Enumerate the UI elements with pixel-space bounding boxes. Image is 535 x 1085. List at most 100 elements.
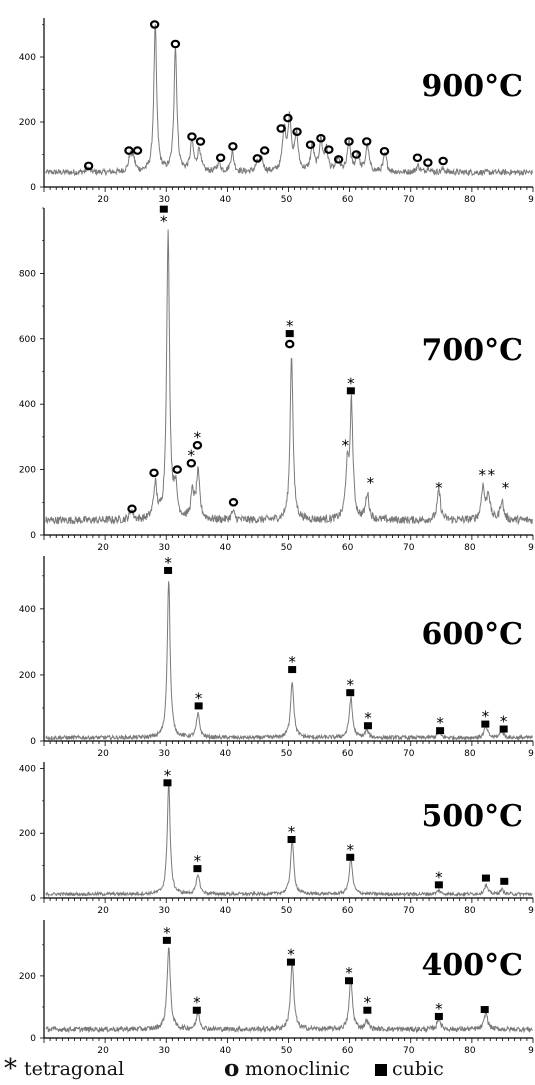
peak-marker: *	[163, 766, 172, 787]
x-tick-label: 40	[220, 195, 232, 205]
tetragonal-marker: *	[435, 868, 443, 886]
peak-marker: *	[285, 317, 295, 349]
tetragonal-marker: *	[367, 474, 375, 492]
peak-marker: *	[287, 823, 296, 843]
y-tick-label: 800	[19, 269, 36, 279]
panel-title: 500°C	[422, 799, 524, 834]
tetragonal-marker: *	[345, 964, 353, 982]
tetragonal-marker: *	[193, 994, 201, 1012]
peak-marker: *	[436, 714, 444, 735]
x-tick-label: 60	[342, 1046, 354, 1056]
panel-title: 400°C	[422, 948, 524, 983]
tetragonal-marker: *	[194, 852, 202, 870]
x-tick-label: 80	[464, 543, 476, 553]
cubic-marker	[481, 720, 490, 728]
monoclinic-marker	[228, 142, 238, 151]
x-tick-label: 20	[97, 543, 109, 553]
monoclinic-marker	[362, 137, 372, 146]
monoclinic-marker	[149, 468, 159, 478]
cubic-marker	[345, 977, 354, 985]
peak-marker: *	[193, 852, 202, 873]
monoclinic-marker	[187, 132, 197, 141]
y-tick-label: 0	[30, 894, 36, 904]
y-tick-label: 200	[19, 972, 36, 982]
tetragonal-marker: *	[502, 479, 510, 497]
monoclinic-marker	[283, 113, 293, 123]
peak-marker: *	[363, 709, 372, 730]
monoclinic-marker	[316, 133, 326, 143]
x-tick-label: 30	[159, 195, 171, 205]
y-tick-label: 0	[30, 1034, 36, 1044]
cubic-marker	[480, 1006, 489, 1014]
x-tick-label: 30	[159, 543, 171, 553]
tetragonal-marker: *	[482, 708, 490, 726]
xrd-trace	[45, 24, 533, 177]
peak-marker	[215, 153, 226, 163]
x-tick-label: 50	[281, 1046, 293, 1056]
monoclinic-marker	[438, 156, 448, 166]
peak-marker: *	[346, 676, 354, 697]
y-tick-label: 0	[30, 183, 36, 193]
tetragonal-marker: *	[500, 713, 508, 731]
cubic-marker	[194, 702, 203, 710]
y-tick-label: 200	[19, 829, 36, 839]
x-tick-label: 50	[281, 906, 293, 916]
x-tick-label: 30	[159, 906, 171, 916]
xrd-trace	[45, 782, 533, 898]
cubic-marker	[285, 330, 294, 338]
peak-marker	[195, 137, 206, 146]
peak-marker	[481, 874, 490, 882]
y-tick-label: 600	[19, 335, 36, 345]
monoclinic-marker	[276, 124, 286, 133]
x-tick-label: 40	[220, 543, 232, 553]
x-tick-label: 60	[342, 543, 354, 553]
x-tick-label: 50	[281, 195, 293, 205]
tetragonal-marker: *	[479, 466, 487, 484]
peak-marker	[292, 127, 302, 137]
cubic-marker	[499, 725, 508, 733]
peak-marker: *	[481, 708, 490, 728]
cubic-marker	[163, 779, 172, 787]
x-tick-label: 20	[97, 749, 109, 759]
y-tick-label: 400	[19, 53, 36, 63]
monoclinic-marker	[132, 146, 143, 155]
tetragonal-marker: *	[164, 554, 172, 572]
monoclinic-marker	[305, 140, 316, 150]
monoclinic-marker	[83, 161, 94, 171]
cubic-marker	[193, 865, 202, 873]
peak-marker: *	[192, 428, 203, 450]
tetragonal-label: tetragonal	[24, 1058, 125, 1080]
panel-title: 700°C	[422, 333, 524, 368]
tetragonal-marker: *	[286, 317, 294, 335]
y-tick-label: 0	[30, 531, 36, 541]
y-tick-label: 400	[19, 400, 36, 410]
peak-marker	[172, 465, 182, 474]
peak-marker: *	[434, 1000, 443, 1020]
x-tick-label: 20	[97, 906, 109, 916]
monoclinic-marker	[149, 20, 160, 29]
cubic-marker	[434, 1012, 443, 1020]
x-tick-label: 9	[528, 195, 534, 205]
x-tick-label: 70	[403, 1046, 415, 1056]
peak-marker	[333, 155, 344, 164]
peak-marker: *	[164, 554, 172, 574]
tetragonal-marker: *	[436, 714, 444, 732]
tetragonal-symbol: *	[4, 1054, 17, 1084]
cubic-marker	[288, 666, 297, 674]
cubic-marker	[434, 881, 443, 889]
peak-marker	[170, 39, 181, 49]
monoclinic-marker	[292, 127, 302, 137]
tetragonal-marker: *	[188, 446, 196, 464]
tetragonal-marker: *	[342, 436, 350, 454]
symbol-legend: * tetragonal o monoclinic cubic	[0, 1054, 535, 1085]
x-tick-label: 80	[464, 1046, 476, 1056]
monoclinic-marker	[351, 150, 362, 159]
x-tick-label: 20	[97, 1046, 109, 1056]
tetragonal-marker: *	[194, 428, 202, 446]
peak-marker	[362, 137, 372, 146]
monoclinic-marker	[259, 146, 270, 155]
x-tick-label: 50	[281, 749, 293, 759]
peak-marker	[187, 132, 197, 141]
